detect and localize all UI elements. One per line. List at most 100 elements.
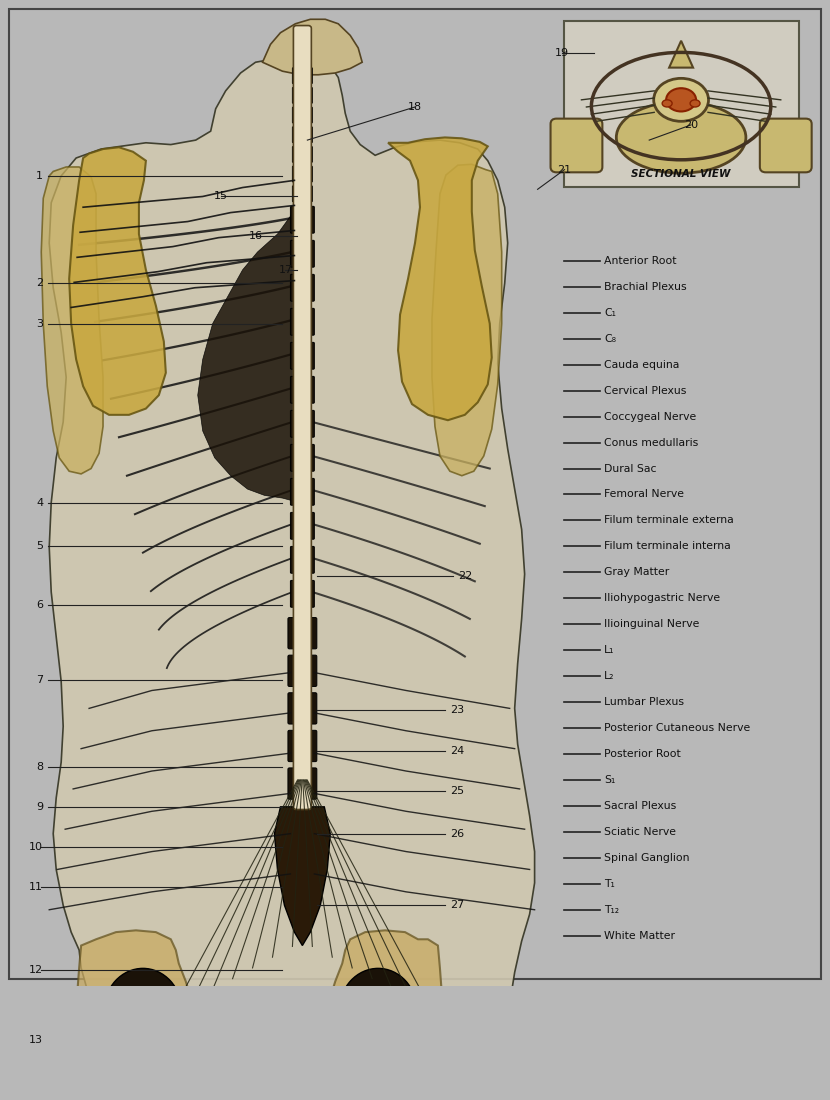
- Polygon shape: [69, 147, 166, 415]
- Text: 11: 11: [29, 882, 43, 892]
- Text: 26: 26: [450, 828, 464, 838]
- FancyBboxPatch shape: [292, 67, 312, 84]
- Text: 21: 21: [558, 165, 572, 175]
- Text: 9: 9: [37, 802, 43, 812]
- Text: 7: 7: [37, 674, 43, 684]
- FancyBboxPatch shape: [288, 730, 317, 761]
- FancyBboxPatch shape: [550, 119, 603, 173]
- Text: T₁₂: T₁₂: [604, 904, 619, 915]
- Text: 20: 20: [684, 120, 698, 130]
- Text: 25: 25: [450, 785, 464, 795]
- Text: 8: 8: [37, 761, 43, 771]
- Polygon shape: [49, 57, 535, 1100]
- Text: Lumbar Plexus: Lumbar Plexus: [604, 697, 685, 707]
- Text: C₁: C₁: [604, 308, 616, 318]
- Ellipse shape: [662, 100, 672, 107]
- Text: Ilioinguinal Nerve: Ilioinguinal Nerve: [604, 619, 700, 629]
- FancyBboxPatch shape: [294, 25, 311, 810]
- Text: 27: 27: [450, 900, 464, 911]
- Text: Posterior Root: Posterior Root: [604, 749, 681, 759]
- Ellipse shape: [690, 100, 700, 107]
- Text: SECTIONAL VIEW: SECTIONAL VIEW: [632, 169, 731, 179]
- Text: 17: 17: [278, 265, 292, 275]
- FancyBboxPatch shape: [290, 581, 315, 607]
- Text: White Matter: White Matter: [604, 931, 676, 940]
- Polygon shape: [198, 207, 295, 500]
- Text: 24: 24: [450, 746, 464, 757]
- Text: Conus medullaris: Conus medullaris: [604, 438, 699, 448]
- FancyBboxPatch shape: [759, 119, 812, 173]
- Text: C₈: C₈: [604, 333, 617, 344]
- Polygon shape: [77, 931, 196, 1091]
- Text: Cervical Plexus: Cervical Plexus: [604, 386, 686, 396]
- Text: Gray Matter: Gray Matter: [604, 568, 670, 578]
- Polygon shape: [42, 167, 103, 474]
- FancyBboxPatch shape: [290, 207, 315, 233]
- Text: 2: 2: [37, 278, 43, 288]
- Ellipse shape: [654, 78, 709, 121]
- Polygon shape: [262, 20, 362, 75]
- Text: Filum terminale interna: Filum terminale interna: [604, 541, 731, 551]
- Text: Femoral Nerve: Femoral Nerve: [604, 490, 685, 499]
- FancyBboxPatch shape: [288, 768, 317, 800]
- FancyBboxPatch shape: [290, 240, 315, 267]
- Text: Posterior Cutaneous Nerve: Posterior Cutaneous Nerve: [604, 723, 750, 733]
- Polygon shape: [432, 164, 501, 475]
- FancyBboxPatch shape: [292, 146, 312, 163]
- Text: Anterior Root: Anterior Root: [604, 256, 676, 266]
- FancyBboxPatch shape: [292, 186, 312, 202]
- FancyBboxPatch shape: [292, 126, 312, 143]
- Text: L₁: L₁: [604, 646, 615, 656]
- Text: 12: 12: [29, 965, 43, 975]
- Text: 13: 13: [29, 1034, 43, 1045]
- Text: S₁: S₁: [604, 776, 616, 785]
- FancyBboxPatch shape: [290, 274, 315, 301]
- FancyBboxPatch shape: [292, 166, 312, 183]
- Text: 18: 18: [408, 102, 422, 112]
- Text: Filum terminale externa: Filum terminale externa: [604, 516, 734, 526]
- FancyBboxPatch shape: [290, 308, 315, 336]
- Text: 10: 10: [29, 843, 43, 852]
- Polygon shape: [275, 806, 330, 946]
- Text: Iliohypogastric Nerve: Iliohypogastric Nerve: [604, 593, 720, 603]
- Text: 1: 1: [37, 170, 43, 180]
- Text: Sacral Plexus: Sacral Plexus: [604, 801, 676, 811]
- Text: 15: 15: [213, 191, 227, 201]
- Text: Brachial Plexus: Brachial Plexus: [604, 282, 687, 292]
- Text: Coccygeal Nerve: Coccygeal Nerve: [604, 411, 696, 421]
- FancyBboxPatch shape: [290, 513, 315, 539]
- Text: T₁: T₁: [604, 879, 615, 889]
- FancyBboxPatch shape: [290, 410, 315, 437]
- Text: L₂: L₂: [604, 671, 615, 681]
- Text: 22: 22: [458, 571, 472, 581]
- Text: Sciatic Nerve: Sciatic Nerve: [604, 827, 676, 837]
- Text: 4: 4: [37, 497, 43, 507]
- Text: Dural Sac: Dural Sac: [604, 463, 657, 473]
- Ellipse shape: [666, 88, 696, 111]
- Polygon shape: [669, 41, 693, 67]
- FancyBboxPatch shape: [290, 444, 315, 471]
- Polygon shape: [388, 138, 491, 420]
- Text: 23: 23: [450, 705, 464, 715]
- FancyBboxPatch shape: [288, 617, 317, 649]
- Ellipse shape: [104, 968, 182, 1054]
- FancyBboxPatch shape: [290, 376, 315, 404]
- FancyBboxPatch shape: [292, 107, 312, 123]
- Text: 5: 5: [37, 540, 43, 550]
- Text: Cauda equina: Cauda equina: [604, 360, 680, 370]
- FancyBboxPatch shape: [290, 478, 315, 505]
- Ellipse shape: [617, 101, 746, 173]
- Text: 3: 3: [37, 319, 43, 329]
- FancyBboxPatch shape: [290, 547, 315, 573]
- Text: Spinal Ganglion: Spinal Ganglion: [604, 852, 690, 862]
- FancyBboxPatch shape: [288, 656, 317, 686]
- Text: 16: 16: [248, 231, 262, 241]
- Text: 19: 19: [554, 48, 569, 58]
- FancyBboxPatch shape: [290, 342, 315, 370]
- Polygon shape: [325, 931, 444, 1091]
- Text: 6: 6: [37, 601, 43, 610]
- FancyBboxPatch shape: [292, 87, 312, 103]
- Ellipse shape: [339, 968, 417, 1054]
- FancyBboxPatch shape: [288, 693, 317, 724]
- Bar: [564, 21, 798, 187]
